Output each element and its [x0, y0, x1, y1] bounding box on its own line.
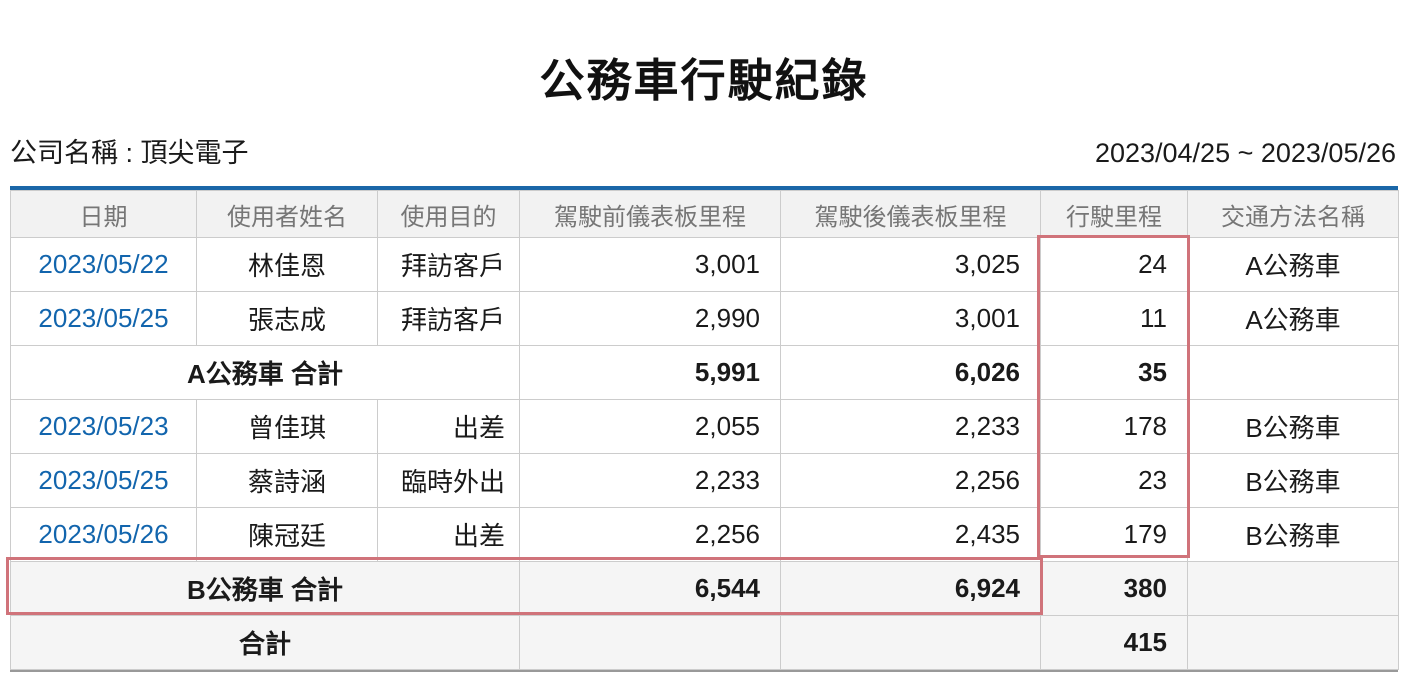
col-header-odometer-after: 駕駛後儀表板里程 [780, 190, 1041, 238]
cell-purpose: 臨時外出 [377, 453, 520, 508]
cell-distance: 179 [1040, 507, 1188, 562]
page-title: 公務車行駛紀錄 [539, 55, 869, 106]
cell-odometer-after: 2,435 [780, 507, 1041, 562]
subtotal-row-a: A公務車 合計 5,991 6,026 35 [10, 345, 1399, 400]
cell-distance: 23 [1040, 453, 1188, 508]
cell-vehicle: A公務車 [1187, 237, 1399, 292]
subtotal-label: A公務車 合計 [10, 345, 520, 400]
cell-purpose: 出差 [377, 399, 520, 454]
company-name: 公司名稱 : 頂尖電子 [10, 138, 249, 168]
cell-odometer-before: 2,990 [519, 291, 781, 346]
cell-odometer-after [780, 615, 1041, 670]
cell-date: 2023/05/22 [10, 237, 197, 292]
cell-odometer-after: 3,001 [780, 291, 1041, 346]
cell-date: 2023/05/23 [10, 399, 197, 454]
date-link[interactable]: 2023/05/26 [38, 519, 169, 549]
cell-vehicle [1187, 345, 1399, 400]
cell-user-name: 林佳恩 [196, 237, 378, 292]
cell-purpose: 拜訪客戶 [377, 291, 520, 346]
cell-odometer-after: 2,233 [780, 399, 1041, 454]
cell-vehicle [1187, 561, 1399, 616]
table-row: 2023/05/22 林佳恩 拜訪客戶 3,001 3,025 24 A公務車 [10, 237, 1399, 292]
cell-purpose: 出差 [377, 507, 520, 562]
cell-vehicle [1187, 615, 1399, 670]
table-row: 2023/05/25 張志成 拜訪客戶 2,990 3,001 11 A公務車 [10, 291, 1399, 346]
subtotal-label: B公務車 合計 [10, 561, 520, 616]
cell-odometer-after: 6,924 [780, 561, 1041, 616]
col-header-transport-name: 交通方法名稱 [1187, 190, 1399, 238]
col-header-date: 日期 [10, 190, 197, 238]
cell-distance: 380 [1040, 561, 1188, 616]
col-header-odometer-before: 駕駛前儀表板里程 [519, 190, 781, 238]
date-link[interactable]: 2023/05/25 [38, 303, 169, 333]
cell-distance: 178 [1040, 399, 1188, 454]
cell-distance: 415 [1040, 615, 1188, 670]
cell-odometer-before: 5,991 [519, 345, 781, 400]
cell-odometer-after: 3,025 [780, 237, 1041, 292]
cell-distance: 35 [1040, 345, 1188, 400]
cell-user-name: 陳冠廷 [196, 507, 378, 562]
cell-vehicle: B公務車 [1187, 399, 1399, 454]
date-range: 2023/04/25 ~ 2023/05/26 [1094, 138, 1396, 168]
col-header-user-name: 使用者姓名 [196, 190, 378, 238]
cell-date: 2023/05/25 [10, 453, 197, 508]
report-meta: 公司名稱 : 頂尖電子 2023/04/25 ~ 2023/05/26 [10, 131, 1396, 170]
cell-vehicle: B公務車 [1187, 453, 1399, 508]
col-header-distance: 行駛里程 [1040, 190, 1188, 238]
date-link[interactable]: 2023/05/25 [38, 465, 169, 495]
record-table: 日期 使用者姓名 使用目的 駕駛前儀表板里程 駕駛後儀表板里程 行駛里程 交通方… [10, 190, 1399, 670]
total-label: 合計 [10, 615, 520, 670]
cell-odometer-before: 3,001 [519, 237, 781, 292]
record-table-wrap: 日期 使用者姓名 使用目的 駕駛前儀表板里程 駕駛後儀表板里程 行駛里程 交通方… [10, 186, 1399, 672]
cell-date: 2023/05/25 [10, 291, 197, 346]
cell-odometer-after: 2,256 [780, 453, 1041, 508]
col-header-purpose: 使用目的 [377, 190, 520, 238]
cell-user-name: 張志成 [196, 291, 378, 346]
cell-purpose: 拜訪客戶 [377, 237, 520, 292]
cell-date: 2023/05/26 [10, 507, 197, 562]
cell-odometer-after: 6,026 [780, 345, 1041, 400]
table-row: 2023/05/25 蔡詩涵 臨時外出 2,233 2,256 23 B公務車 [10, 453, 1399, 508]
cell-user-name: 曾佳琪 [196, 399, 378, 454]
cell-odometer-before: 6,544 [519, 561, 781, 616]
subtotal-row-b: B公務車 合計 6,544 6,924 380 [10, 561, 1399, 616]
cell-odometer-before: 2,233 [519, 453, 781, 508]
cell-odometer-before [519, 615, 781, 670]
date-link[interactable]: 2023/05/23 [38, 411, 169, 441]
header-row: 日期 使用者姓名 使用目的 駕駛前儀表板里程 駕駛後儀表板里程 行駛里程 交通方… [10, 190, 1399, 238]
cell-vehicle: B公務車 [1187, 507, 1399, 562]
date-link[interactable]: 2023/05/22 [38, 249, 169, 279]
table-row: 2023/05/26 陳冠廷 出差 2,256 2,435 179 B公務車 [10, 507, 1399, 562]
total-row: 合計 415 [10, 615, 1399, 670]
cell-distance: 11 [1040, 291, 1188, 346]
table-row: 2023/05/23 曾佳琪 出差 2,055 2,233 178 B公務車 [10, 399, 1399, 454]
cell-odometer-before: 2,055 [519, 399, 781, 454]
cell-user-name: 蔡詩涵 [196, 453, 378, 508]
cell-odometer-before: 2,256 [519, 507, 781, 562]
cell-distance: 24 [1040, 237, 1188, 292]
cell-vehicle: A公務車 [1187, 291, 1399, 346]
